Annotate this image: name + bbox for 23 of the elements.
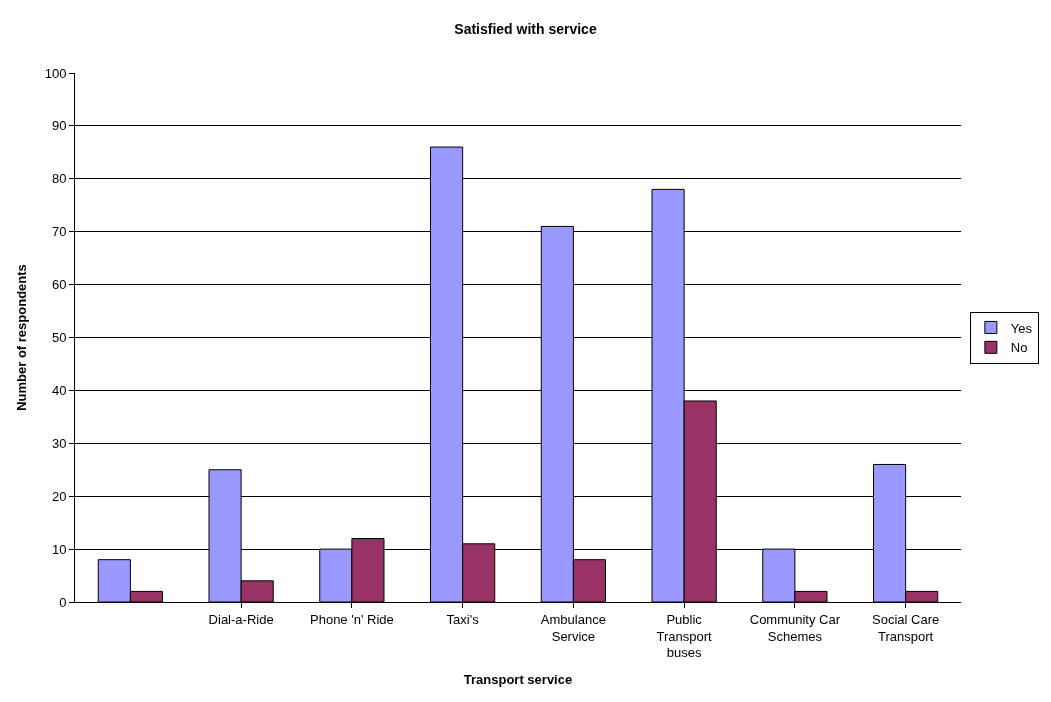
y-tick-label: 0 xyxy=(59,594,67,610)
chart-title: Satisfied with service xyxy=(454,21,597,38)
y-tick-label: 80 xyxy=(51,171,67,187)
x-tick-label: Phone 'n' Ride xyxy=(310,611,394,627)
legend-label: No xyxy=(1010,340,1028,356)
x-tick-label: Taxi's xyxy=(446,611,480,627)
y-tick-label: 70 xyxy=(51,224,67,240)
x-tick-label: Dial-a-Ride xyxy=(208,611,274,627)
x-tick-label: Social Care Transport xyxy=(872,611,940,644)
x-tick-label: Ambulance Service xyxy=(540,611,606,644)
y-tick-label: 40 xyxy=(51,382,67,398)
y-axis-title: Number of respondents xyxy=(13,264,29,411)
y-tick-label: 10 xyxy=(51,541,67,557)
y-tick-label: 30 xyxy=(51,435,67,451)
x-tick-label: Community Car Schemes xyxy=(749,611,841,644)
y-tick-label: 60 xyxy=(51,277,67,293)
y-tick-label: 20 xyxy=(51,488,67,504)
y-tick-label: 50 xyxy=(51,330,67,346)
y-tick-label: 90 xyxy=(51,118,67,134)
x-axis-title: Transport service xyxy=(463,672,573,687)
y-tick-label: 100 xyxy=(44,65,67,81)
x-tick-label: Public Transport buses xyxy=(656,611,713,661)
legend-label: Yes xyxy=(1010,320,1033,336)
